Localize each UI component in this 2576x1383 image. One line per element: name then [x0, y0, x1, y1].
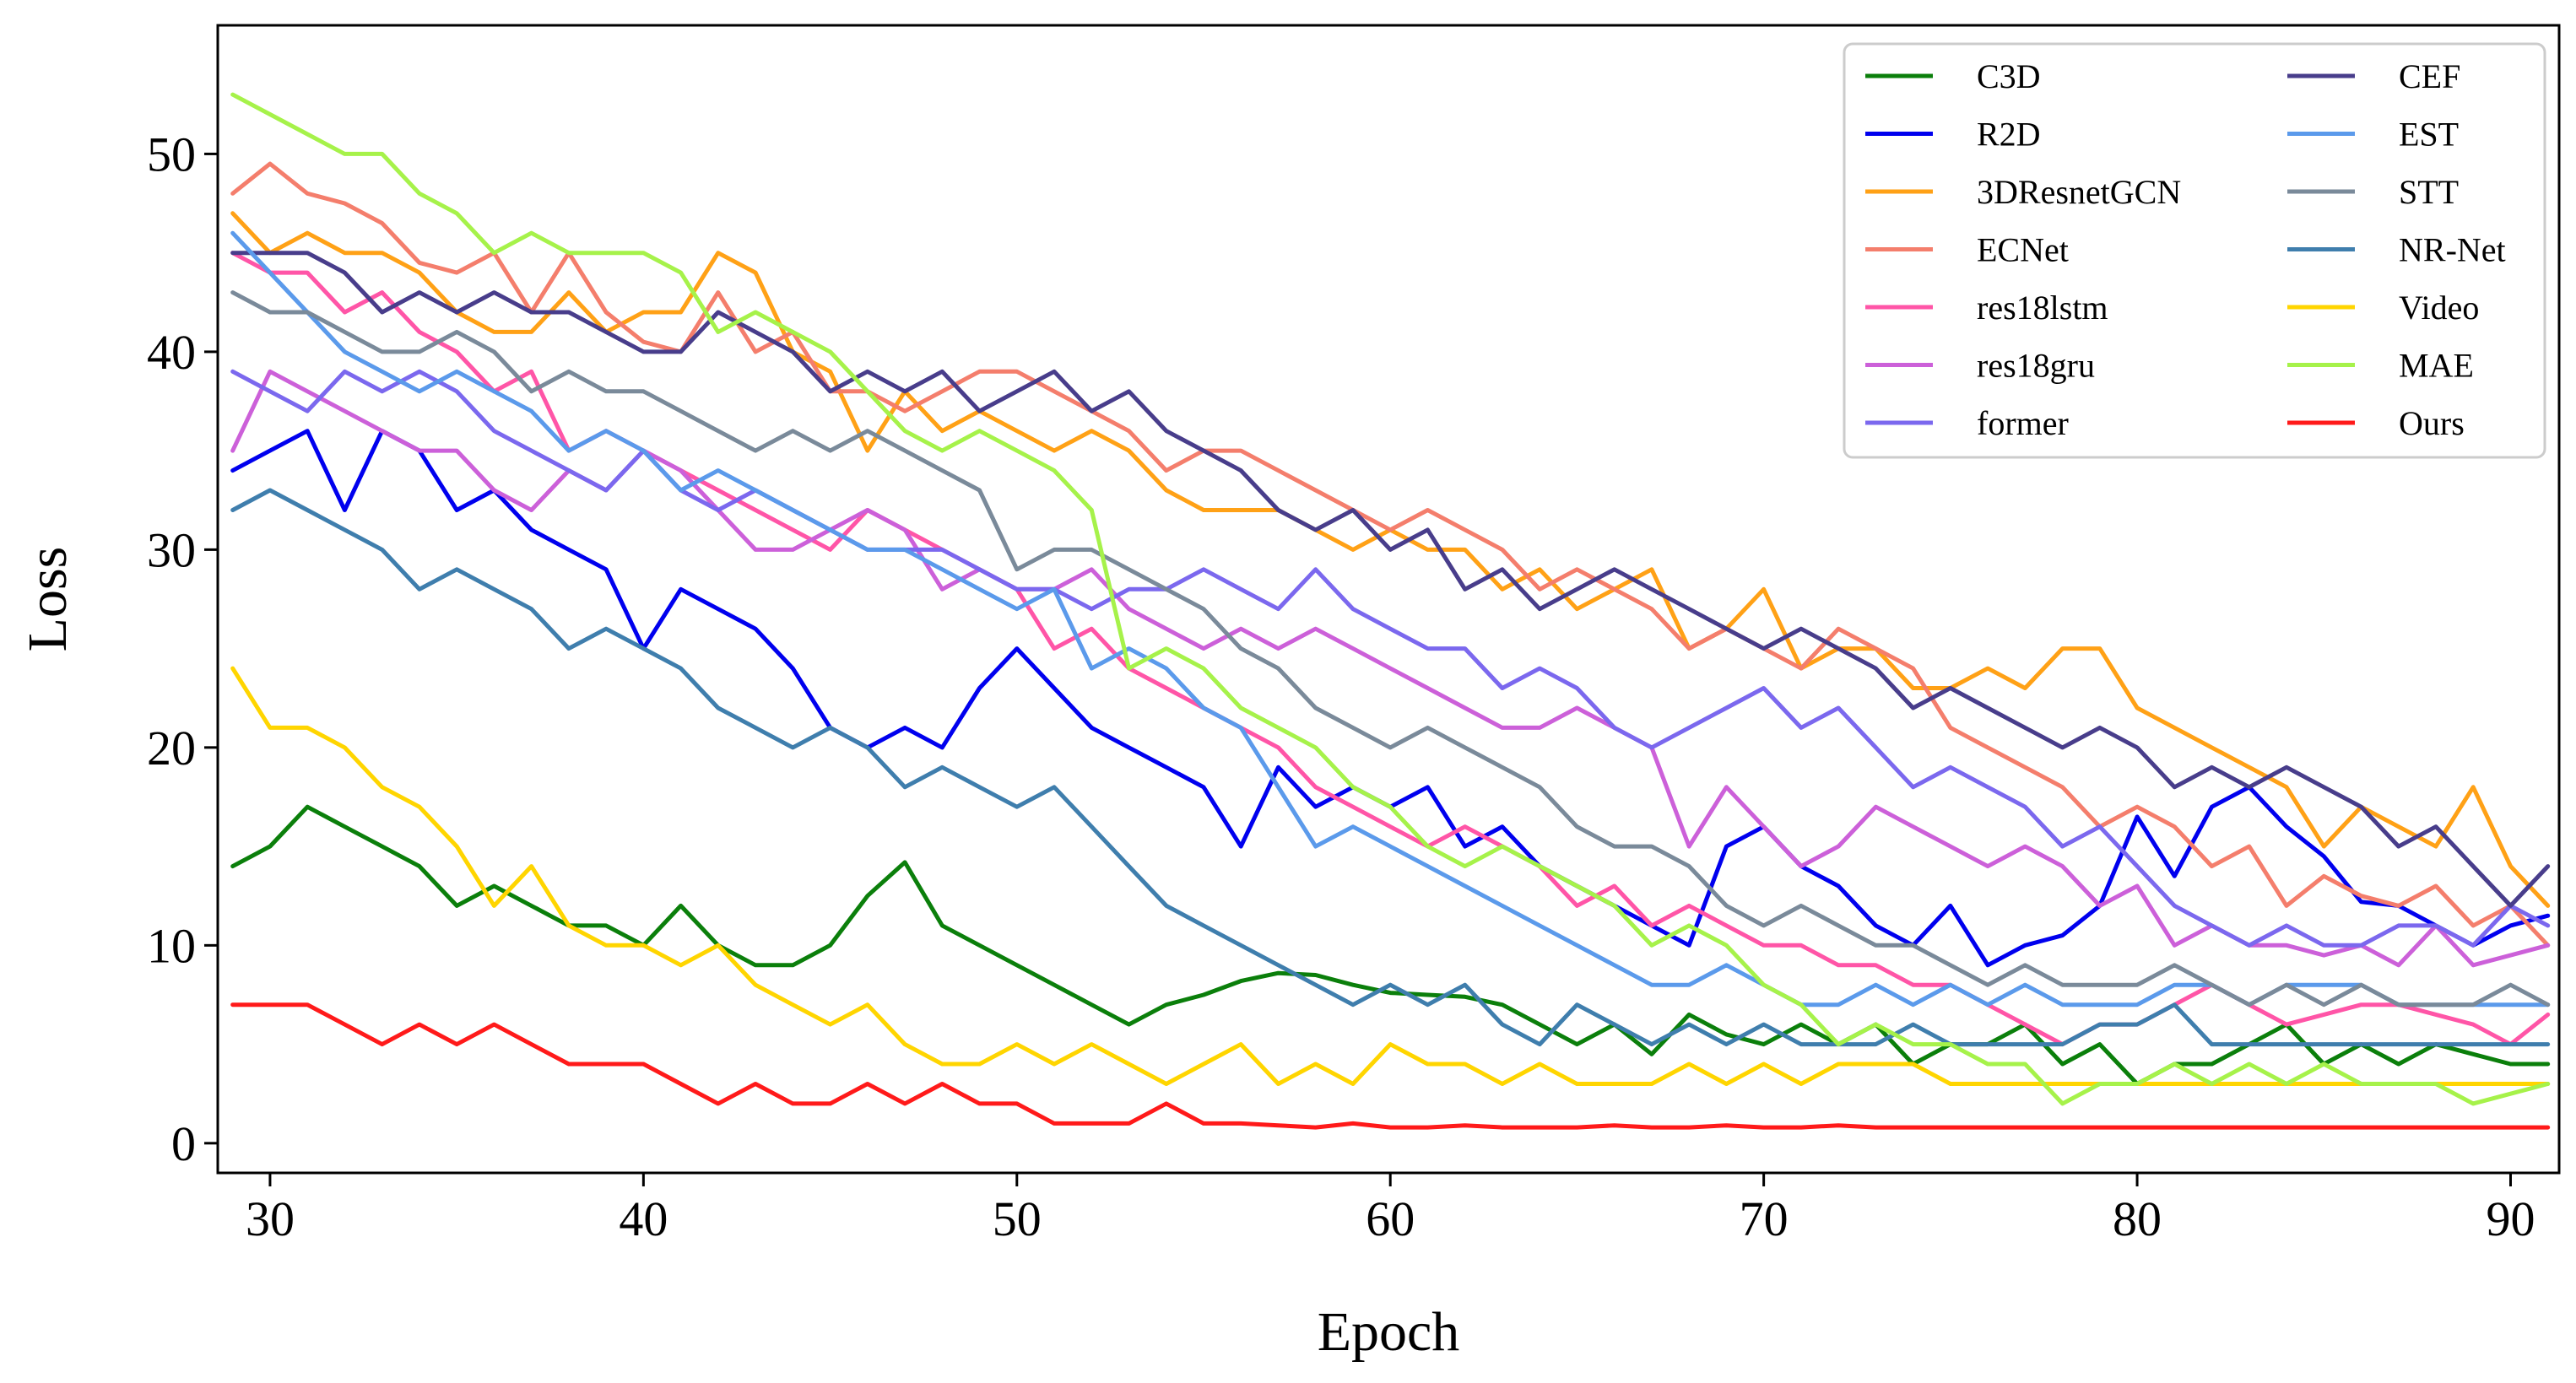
y-axis: 0 10 20 30 40 50: [147, 127, 218, 1171]
series-line-nr-net: [230, 488, 2551, 1047]
y-tick-label: 30: [147, 522, 196, 577]
legend-label: MAE: [2399, 347, 2474, 385]
series-line-video: [230, 666, 2551, 1086]
y-tick-label: 20: [147, 721, 196, 775]
plot-frame: [216, 24, 2561, 1175]
legend-label: 3DResnetGCN: [1977, 173, 2181, 211]
legend-label: res18gru: [1977, 347, 2095, 385]
series-line-cef: [230, 251, 2551, 908]
x-tick-label: 90: [2486, 1191, 2535, 1246]
series-line-ecnet: [230, 161, 2551, 948]
series-line-est: [230, 230, 2551, 1008]
legend-label: R2D: [1977, 116, 2041, 154]
legend-label: former: [1977, 404, 2069, 442]
legend-label: STT: [2399, 173, 2459, 211]
x-tick-label: 30: [246, 1191, 295, 1246]
legend-label: CEF: [2399, 57, 2460, 95]
x-tick-label: 50: [993, 1191, 1042, 1246]
x-tick-label: 40: [619, 1191, 668, 1246]
series-line-r2d: [230, 429, 2551, 968]
y-tick-label: 50: [147, 127, 196, 181]
legend-label: Video: [2399, 289, 2479, 327]
y-tick-label: 0: [171, 1116, 196, 1171]
legend-label: EST: [2399, 116, 2459, 154]
legend-label: ECNet: [1977, 231, 2069, 269]
series-line-former: [230, 369, 2551, 948]
series-line-stt: [230, 290, 2551, 1008]
legend-label: NR-Net: [2399, 231, 2506, 269]
x-axis-title: Epoch: [1318, 1301, 1460, 1363]
x-tick-label: 70: [1740, 1191, 1789, 1246]
series-line-res18gru: [230, 369, 2551, 968]
legend-label: res18lstm: [1977, 289, 2108, 327]
x-tick-label: 80: [2113, 1191, 2162, 1246]
legend-frame: [1843, 42, 2546, 459]
x-tick-label: 60: [1366, 1191, 1415, 1246]
legend: C3D R2D 3DResnetGCN ECNet res18lstm res18gru f…: [1843, 42, 2546, 459]
legend-label: Ours: [2399, 404, 2465, 442]
series-line-ours: [230, 1002, 2551, 1130]
legend-label: C3D: [1977, 57, 2041, 95]
x-axis: 30 40 50 60 70 80 90: [246, 1173, 2535, 1246]
y-axis-title: Loss: [17, 547, 78, 652]
y-tick-label: 40: [147, 325, 196, 380]
y-tick-label: 10: [147, 918, 196, 973]
series-line-mae: [230, 92, 2551, 1106]
series-layer: [230, 92, 2551, 1130]
